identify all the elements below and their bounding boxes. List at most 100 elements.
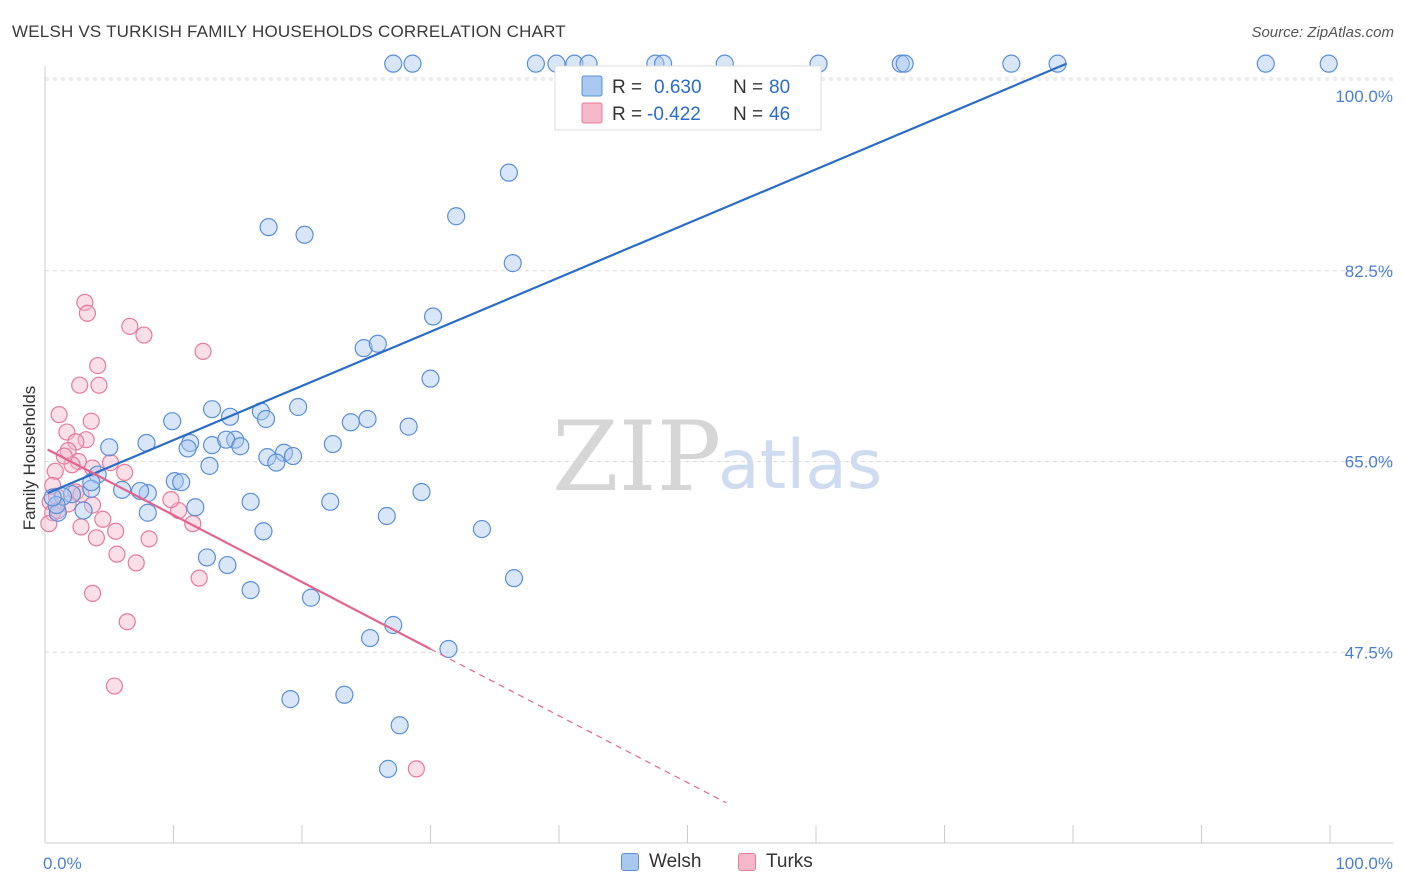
welsh-point (163, 412, 182, 431)
turks-point (118, 613, 136, 631)
legend-welsh-swatch (581, 75, 603, 97)
turks-point (90, 376, 108, 394)
welsh-point (231, 437, 250, 456)
legend-label-welsh: Welsh (649, 851, 702, 872)
welsh-point (504, 569, 524, 588)
turks-point (50, 406, 68, 424)
welsh-point (341, 413, 360, 432)
axes (44, 66, 1393, 844)
welsh-point (202, 436, 222, 455)
welsh-point (335, 685, 354, 704)
x-tick-label-left: 0.0% (43, 854, 82, 873)
chart-title: WELSH VS TURKISH FAMILY HOUSEHOLDS CORRE… (12, 22, 566, 41)
welsh-point (412, 482, 431, 502)
source-credit: Source: ZipAtlas.com (1251, 24, 1394, 41)
welsh-point (526, 54, 545, 73)
x-tick-label-right: 100.0% (1335, 854, 1393, 873)
welsh-swatch (621, 853, 639, 871)
y-tick-label: 82.5% (1345, 262, 1393, 281)
legend-turks-swatch (581, 102, 603, 124)
welsh-point (178, 439, 197, 458)
welsh-point (74, 501, 93, 520)
turks-point (107, 522, 125, 540)
welsh-point (281, 690, 300, 709)
welsh-point (321, 492, 340, 511)
y-tick-label: 47.5% (1345, 643, 1393, 662)
turks-swatch (738, 853, 756, 871)
welsh-point (256, 409, 276, 429)
welsh-point (399, 417, 418, 436)
turks-point (108, 545, 126, 563)
turks-point (78, 304, 97, 322)
welsh-point (403, 54, 422, 73)
y-axis-title: Family Households (20, 386, 39, 531)
legend-item-turks: Turks (738, 851, 813, 873)
welsh-point (439, 639, 458, 659)
turks-point (407, 760, 425, 778)
welsh-point (368, 334, 387, 353)
turks-point (76, 293, 94, 311)
legend-turks-n-label: N = (733, 104, 763, 125)
turks-point (162, 491, 180, 509)
welsh-point (503, 254, 522, 273)
welsh-point (165, 472, 184, 491)
legend-welsh-n-value: 80 (769, 77, 790, 98)
welsh-point (361, 628, 380, 648)
watermark-atlas: atlas (718, 426, 882, 505)
turks-point (116, 463, 134, 481)
welsh-point (112, 480, 132, 499)
legend-welsh-n-label: N = (733, 77, 763, 98)
welsh-point (200, 456, 219, 475)
welsh-point (447, 207, 466, 226)
welsh-point (254, 522, 273, 541)
welsh-point (390, 716, 409, 735)
welsh-point (423, 307, 443, 326)
welsh-point (499, 163, 518, 182)
turks-point (72, 518, 90, 536)
welsh-point (384, 54, 403, 73)
watermark: ZIP atlas (552, 401, 882, 513)
welsh-point (358, 409, 377, 429)
welsh-point (895, 54, 914, 73)
turks-point (89, 356, 107, 375)
turks-point (46, 462, 64, 480)
trend-lines (47, 62, 1068, 804)
legend-label-turks: Turks (766, 851, 813, 872)
welsh-point (197, 548, 217, 567)
legend-welsh-r-label: R = (612, 77, 642, 98)
welsh-point (1002, 54, 1021, 73)
welsh-point (421, 369, 440, 388)
welsh-point (258, 448, 277, 467)
welsh-point (100, 438, 119, 457)
welsh-point (472, 519, 491, 539)
y-tick-label: 65.0% (1345, 453, 1393, 472)
turks-points (40, 293, 425, 778)
welsh-point (384, 615, 403, 635)
watermark-zip: ZIP (552, 401, 721, 513)
welsh-point (295, 225, 314, 244)
welsh-point (289, 397, 308, 417)
turks-point (190, 569, 208, 587)
turks-point (94, 510, 112, 528)
legend-turks-n-value: 46 (769, 104, 790, 125)
turks-point (87, 529, 106, 547)
y-tick-label: 100.0% (1335, 87, 1393, 106)
legend-welsh-r-value: 0.630 (654, 77, 702, 98)
welsh-point (267, 453, 286, 472)
legend-turks-r-label: R = (612, 104, 642, 125)
y-tick-labels: 47.5% 65.0% 82.5% 100.0% (1335, 87, 1393, 662)
legend-item-welsh: Welsh (621, 851, 701, 873)
welsh-point (354, 339, 373, 358)
turks-point (105, 677, 123, 695)
turks-point (194, 342, 212, 361)
welsh-point (378, 759, 398, 778)
welsh-point (259, 218, 278, 237)
welsh-point (241, 492, 260, 511)
welsh-point (301, 588, 321, 607)
welsh-points (43, 54, 1338, 778)
turks-point (83, 584, 102, 602)
correlation-legend: R = 0.630 N = 80 R = -0.422 N = 46 (554, 65, 822, 131)
welsh-trend-line (47, 62, 1068, 495)
welsh-point (138, 503, 157, 522)
